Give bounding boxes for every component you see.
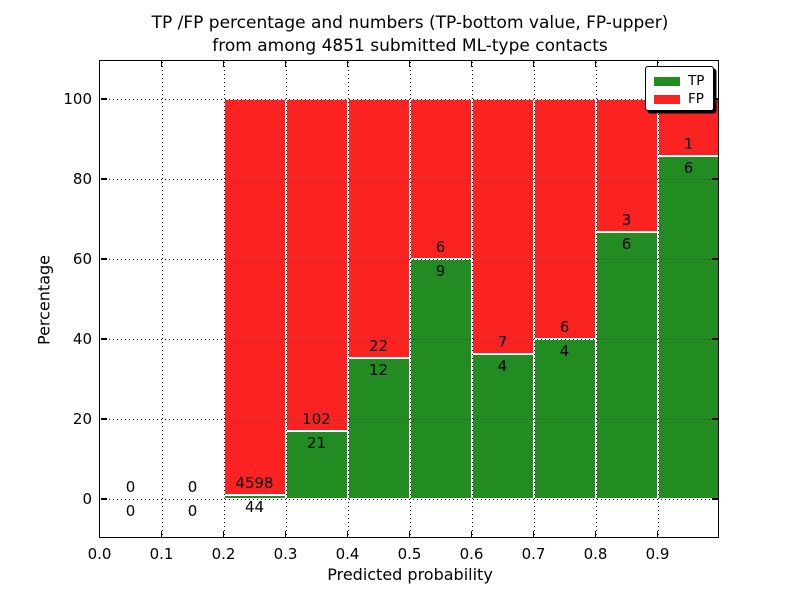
x-tick-top-0.4	[346, 61, 349, 67]
x-tick-bottom-0.1	[160, 531, 163, 537]
annotation-tp-count: 0	[125, 502, 136, 520]
bar-tp-0.5-0.6	[409, 259, 472, 499]
chart-title-line2: from among 4851 submitted ML-type contac…	[212, 36, 608, 56]
y-tick-left-80	[101, 178, 107, 180]
bar-tp-0.4-0.5	[347, 357, 410, 499]
x-axis-label: Predicted probability	[327, 565, 493, 584]
annotation-tp-count: 12	[368, 360, 389, 379]
y-tick-label-0: 0	[82, 490, 92, 508]
x-tick-top-0.7	[532, 61, 535, 67]
x-tick-bottom-0.5	[408, 531, 411, 537]
annotation-tp-count: 6	[621, 235, 632, 254]
x-tick-label-0.8: 0.8	[583, 545, 608, 563]
y-tick-left-60	[101, 258, 107, 260]
x-tick-top-0.2	[222, 61, 225, 67]
gridline-x-0.7	[533, 62, 535, 537]
x-tick-label-0.4: 0.4	[335, 545, 360, 563]
annotation-fp-count: 6	[435, 238, 446, 256]
x-tick-bottom-0.9	[656, 531, 659, 537]
y-tick-label-80: 80	[72, 170, 92, 188]
annotation-fp-count: 4598	[235, 474, 274, 493]
bar-fp-0.7-0.8	[533, 99, 596, 339]
bar-tp-0.9-1	[657, 156, 720, 499]
legend: TP FP	[645, 66, 714, 111]
x-tick-label-0.1: 0.1	[149, 545, 174, 563]
annotation-fp-count: 6	[559, 318, 570, 336]
bar-fp-0.3-0.4	[285, 99, 348, 431]
x-tick-top-0.1	[160, 61, 163, 67]
annotation-fp-count: 7	[497, 332, 508, 351]
y-tick-right-40	[712, 338, 718, 340]
annotation-tp-count: 9	[435, 262, 446, 280]
y-tick-left-100	[101, 98, 107, 100]
chart-title-line1: TP /FP percentage and numbers (TP-bottom…	[151, 13, 669, 33]
gridline-x-0.1	[161, 62, 163, 537]
gridline-x-0.2	[223, 62, 225, 537]
gridline-x-0.6	[471, 62, 473, 537]
annotation-fp-count: 102	[302, 409, 331, 428]
x-tick-bottom-0.8	[594, 531, 597, 537]
fp-color-swatch	[654, 94, 680, 104]
legend-item-fp: FP	[654, 90, 705, 108]
y-tick-label-100: 100	[63, 90, 92, 108]
gridline-x-0.9	[657, 62, 659, 537]
x-tick-top-0.3	[284, 61, 287, 67]
gridline-x-0.4	[347, 62, 349, 537]
y-tick-right-80	[712, 178, 718, 180]
y-tick-right-0	[712, 498, 718, 500]
y-tick-left-0	[101, 498, 107, 500]
y-tick-right-100	[712, 98, 718, 100]
annotation-fp-count: 3	[621, 211, 632, 230]
bar-tp-0.6-0.7	[471, 353, 534, 499]
legend-label-tp: TP	[688, 73, 705, 89]
y-tick-left-20	[101, 418, 107, 420]
x-tick-top-0.5	[408, 61, 411, 67]
annotation-fp-count: 0	[187, 478, 198, 496]
bar-fp-0.8-0.9	[595, 99, 658, 233]
x-tick-top-0.6	[470, 61, 473, 67]
y-tick-right-60	[712, 258, 718, 260]
legend-item-tp: TP	[654, 72, 705, 90]
gridline-x-0.8	[595, 62, 597, 537]
plot-border	[99, 60, 719, 538]
chart-title: TP /FP percentage and numbers (TP-bottom…	[100, 12, 720, 58]
gridline-x-0.5	[409, 62, 411, 537]
bar-fp-0.6-0.7	[471, 99, 534, 354]
x-tick-bottom-0.6	[470, 531, 473, 537]
x-tick-label-0.0: 0.0	[87, 545, 112, 563]
annotation-fp-count: 0	[125, 478, 136, 496]
y-tick-right-20	[712, 418, 718, 420]
annotation-fp-count: 1	[683, 135, 694, 154]
x-tick-bottom-0.3	[284, 531, 287, 537]
annotation-tp-count: 4	[497, 356, 508, 375]
x-tick-top-0.8	[594, 61, 597, 67]
x-tick-top-0.9	[656, 61, 659, 67]
x-tick-bottom-0.7	[532, 531, 535, 537]
x-tick-bottom-0.4	[346, 531, 349, 537]
annotation-tp-count: 6	[683, 159, 694, 178]
y-tick-left-40	[101, 338, 107, 340]
x-tick-label-0.3: 0.3	[273, 545, 298, 563]
x-tick-label-0.5: 0.5	[397, 545, 422, 563]
legend-label-fp: FP	[688, 91, 704, 107]
x-tick-label-0.2: 0.2	[211, 545, 236, 563]
x-tick-bottom-0.2	[222, 531, 225, 537]
annotation-tp-count: 4	[559, 342, 570, 360]
y-tick-label-40: 40	[72, 330, 92, 348]
gridline-x-0.3	[285, 62, 287, 537]
bar-fp-0.2-0.3	[223, 99, 286, 496]
annotation-fp-count: 22	[368, 336, 389, 355]
x-tick-label-0.6: 0.6	[459, 545, 484, 563]
y-tick-label-60: 60	[72, 250, 92, 268]
x-tick-label-0.9: 0.9	[645, 545, 670, 563]
annotation-tp-count: 44	[244, 498, 265, 517]
y-tick-label-20: 20	[72, 410, 92, 428]
x-tick-label-0.7: 0.7	[521, 545, 546, 563]
annotation-tp-count: 21	[306, 433, 327, 452]
annotation-tp-count: 0	[187, 502, 198, 520]
tp-color-swatch	[654, 76, 680, 86]
